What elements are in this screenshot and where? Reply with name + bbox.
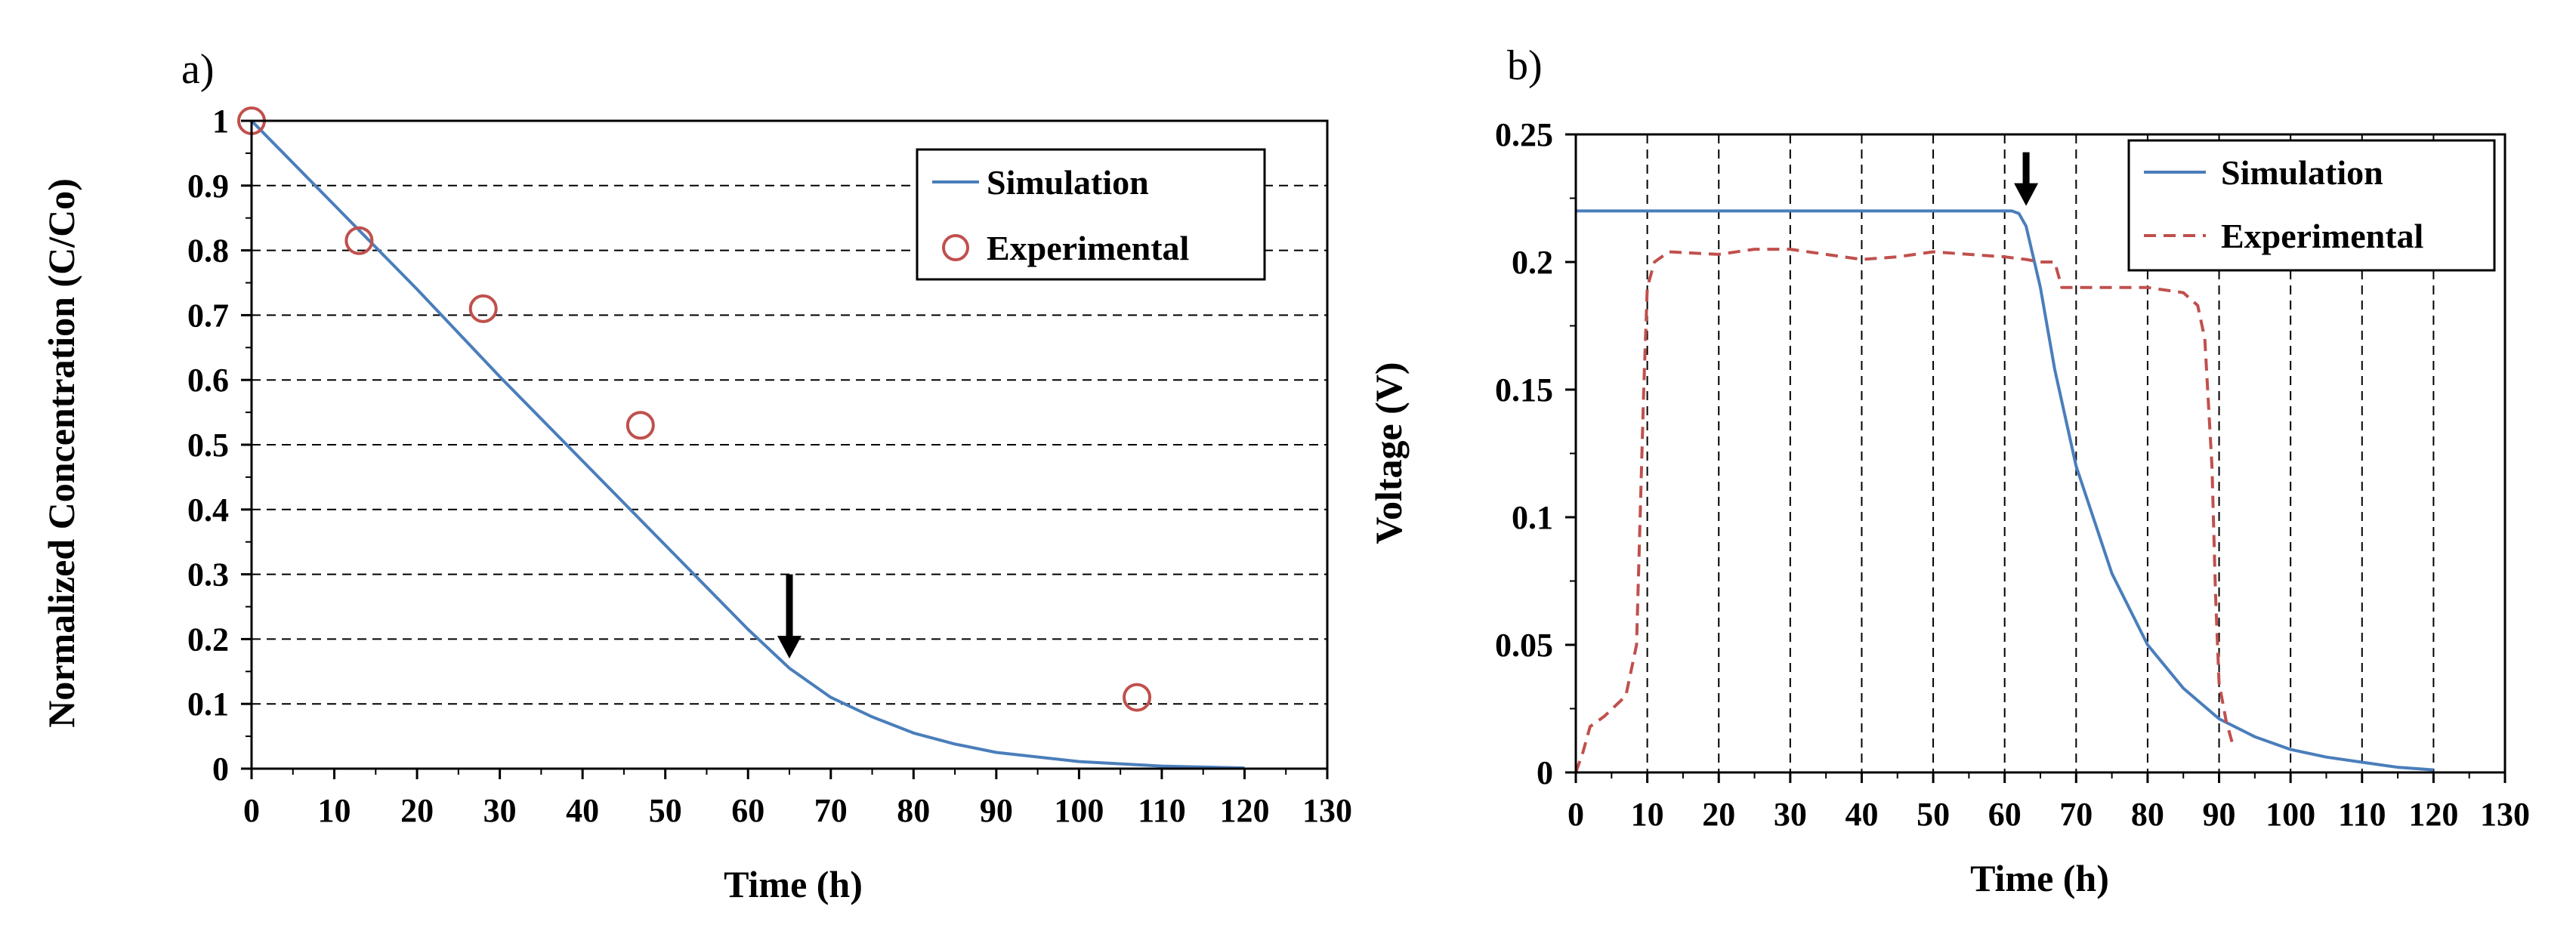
panel-a-x-tick-label-9: 90 xyxy=(980,792,1013,829)
panel-a-experimental-point-4 xyxy=(1123,683,1152,712)
panel-a-x-tick-label-6: 60 xyxy=(731,792,764,829)
panel-a-legend: Simulation Experimental xyxy=(916,148,1266,281)
panel-a-annotation-arrow-0 xyxy=(777,574,802,659)
panel-b-plot-area xyxy=(1574,152,2434,773)
panel-a-y-tick-label-9: 0.9 xyxy=(187,168,229,205)
panel-b-x-tick-label-8: 80 xyxy=(2131,796,2164,833)
panel-b-x-tick-label-10: 100 xyxy=(2266,796,2315,833)
panel-a-x-tick-label-7: 70 xyxy=(814,792,848,829)
panel-a-x-axis-title: Time (h) xyxy=(724,863,863,905)
panel-a-x-tick-label-3: 30 xyxy=(483,792,517,829)
panel-b-ticks: 0 10 20 30 40 50 60 70 80 90 100 110 120 130 0 0.05 0.1 0… xyxy=(1495,116,2530,833)
panel-a-y-tick-label-4: 0.4 xyxy=(187,492,229,529)
panel-b-annotation-arrow-0 xyxy=(2014,152,2039,206)
panel-b-x-tick-label-0: 0 xyxy=(1568,796,1584,833)
panel-a-x-tick-label-2: 20 xyxy=(400,792,434,829)
panel-a-y-axis-title: Normalized Concentration (C/Co) xyxy=(40,178,82,728)
panel-b-y-tick-label-1: 0.05 xyxy=(1495,627,1553,664)
panel-b-x-tick-label-4: 40 xyxy=(1845,796,1878,833)
panel-a-arrow-head xyxy=(777,636,802,659)
panel-b-experimental-line xyxy=(1574,248,2235,773)
panel-b-x-tick-label-13: 130 xyxy=(2480,796,2530,833)
panel-a-x-tick-label-12: 120 xyxy=(1219,792,1269,829)
panel-a-y-tick-label-8: 0.8 xyxy=(187,233,229,270)
panel-a-y-tick-label-3: 0.3 xyxy=(187,556,229,593)
panel-b-x-axis-title: Time (h) xyxy=(1970,857,2109,899)
panel-b-legend: Simulation Experimental xyxy=(2127,139,2496,272)
panel-a-x-tick-label-8: 80 xyxy=(897,792,930,829)
panel-a-x-tick-label-1: 10 xyxy=(318,792,351,829)
panel-b-x-tick-label-12: 120 xyxy=(2408,796,2458,833)
panel-a-y-tick-label-2: 0.2 xyxy=(187,621,229,658)
panel-a-y-tick-label-6: 0.6 xyxy=(187,362,229,399)
panel-a-plot-area xyxy=(237,106,1245,770)
panel-b-x-tick-label-5: 50 xyxy=(1917,796,1950,833)
panel-b-y-axis-title: Voltage (V) xyxy=(1367,362,1410,544)
panel-b-arrow-head xyxy=(2014,183,2039,206)
panel-a-legend-simulation-label: Simulation xyxy=(987,163,1149,202)
panel-a-y-tick-label-7: 0.7 xyxy=(187,297,229,334)
panel-b-legend-experimental-label: Experimental xyxy=(2221,217,2423,255)
panel-a-experimental-point-2 xyxy=(468,294,498,323)
panel-a-legend-experimental-label: Experimental xyxy=(987,229,1189,267)
panel-b-x-tick-label-2: 20 xyxy=(1702,796,1735,833)
chart-panel-a: a) 0 10 20 30 40 50 60 70 80 90 100 110 120 130 0 0.1 0.… xyxy=(40,46,1352,905)
panel-a-x-tick-label-13: 130 xyxy=(1302,792,1352,829)
panel-a-x-tick-label-0: 0 xyxy=(243,792,260,829)
panel-b-x-tick-label-9: 90 xyxy=(2203,796,2236,833)
panel-a-x-tick-label-5: 50 xyxy=(649,792,682,829)
panel-a-experimental-point-1 xyxy=(344,226,374,255)
panel-b-y-tick-label-2: 0.1 xyxy=(1512,499,1553,536)
panel-b-label: b) xyxy=(1507,42,1543,89)
panel-a-x-tick-label-10: 100 xyxy=(1054,792,1104,829)
panel-b-x-tick-label-3: 30 xyxy=(1774,796,1807,833)
panel-a-simulation-line xyxy=(250,119,1245,770)
panel-b-y-tick-label-0: 0 xyxy=(1537,754,1553,791)
panel-a-x-tick-label-4: 40 xyxy=(566,792,599,829)
panel-b-legend-box xyxy=(2127,139,2496,272)
panel-a-ticks: 0 10 20 30 40 50 60 70 80 90 100 110 120 130 0 0.1 0.2 0.… xyxy=(187,103,1352,829)
panel-b-y-tick-label-3: 0.15 xyxy=(1495,371,1553,408)
panel-a-label: a) xyxy=(181,46,215,93)
panel-a-legend-box xyxy=(916,148,1266,281)
panel-a-experimental-point-3 xyxy=(625,411,655,440)
panel-a-x-tick-label-11: 110 xyxy=(1138,792,1186,829)
panel-a-legend-experimental-swatch xyxy=(942,234,969,261)
panel-a-y-tick-label-1: 0.1 xyxy=(187,686,229,723)
panel-a-y-tick-label-10: 1 xyxy=(212,103,229,140)
panel-b-y-tick-label-5: 0.25 xyxy=(1495,116,1553,153)
chart-panel-b: b) 0 10 20 30 40 50 60 70 80 90 100 110 120 13000.050… xyxy=(1367,42,2530,899)
panel-a-y-tick-label-5: 0.5 xyxy=(187,427,229,464)
panel-b-y-tick-label-4: 0.2 xyxy=(1512,244,1553,281)
panel-b-legend-simulation-label: Simulation xyxy=(2221,153,2383,192)
panel-a-y-tick-label-0: 0 xyxy=(212,751,229,788)
panel-b-simulation-line xyxy=(1576,209,2434,772)
panel-b-x-tick-label-6: 60 xyxy=(1988,796,2022,833)
panel-b-x-tick-label-11: 110 xyxy=(2338,796,2386,833)
panel-b-gridlines xyxy=(1646,134,2435,772)
panel-b-x-tick-label-7: 70 xyxy=(2059,796,2093,833)
panel-b-x-tick-label-1: 10 xyxy=(1631,796,1664,833)
